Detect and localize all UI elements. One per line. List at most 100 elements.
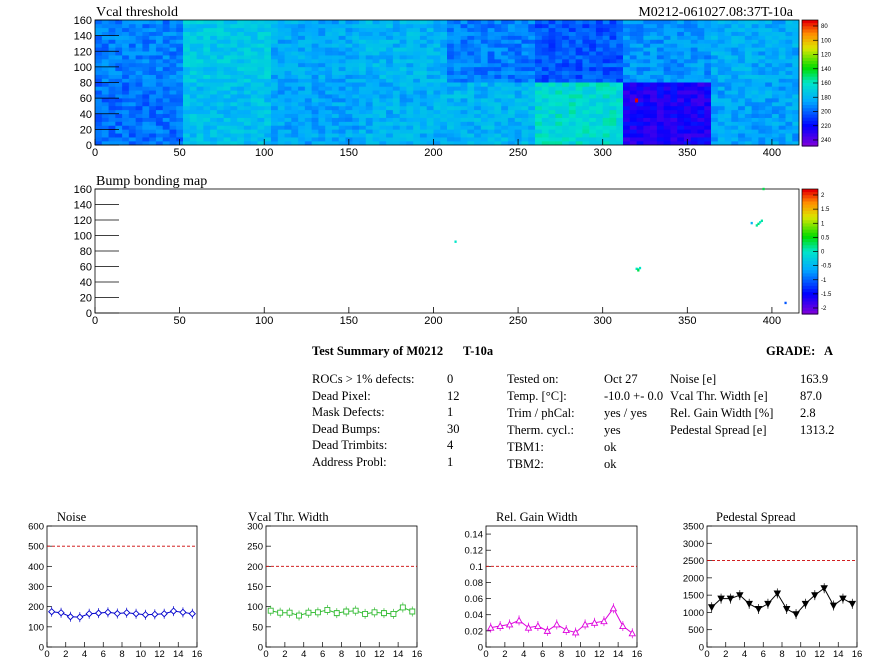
heatmap-cell	[338, 70, 346, 75]
heatmap-cell	[250, 82, 258, 87]
heatmap-cell	[711, 121, 719, 126]
heatmap-cell	[778, 78, 786, 83]
heatmap-cell	[216, 43, 224, 48]
bump-point	[762, 187, 765, 191]
heatmap-cell	[216, 129, 224, 134]
heatmap-cell	[738, 39, 746, 44]
heatmap-cell	[690, 55, 698, 60]
heatmap-cell	[183, 105, 191, 111]
heatmap-cell	[792, 90, 800, 95]
heatmap-cell	[487, 94, 495, 99]
heatmap-cell	[223, 43, 231, 48]
heatmap-cell	[237, 117, 245, 122]
heatmap-cell	[155, 23, 163, 29]
y-tick-label: 2500	[683, 556, 704, 567]
heatmap-cell	[210, 102, 218, 107]
heatmap-cell	[243, 62, 251, 68]
heatmap-cell	[535, 78, 543, 83]
heatmap-cell	[440, 109, 448, 115]
heatmap-cell	[575, 39, 583, 44]
heatmap-cell	[629, 117, 637, 122]
heatmap-cell	[724, 23, 732, 29]
heatmap-cell	[413, 133, 421, 138]
heatmap-cell	[528, 98, 536, 103]
heatmap-cell	[670, 133, 678, 138]
heatmap-cell	[325, 129, 333, 134]
heatmap-cell	[602, 47, 610, 52]
heatmap-cell	[744, 74, 752, 79]
heatmap-cell	[677, 39, 685, 44]
heatmap-cell	[318, 55, 326, 60]
heatmap-cell	[683, 82, 691, 87]
heatmap-cell	[535, 141, 543, 146]
heatmap-cell	[514, 133, 522, 138]
heatmap-cell	[155, 90, 163, 95]
heatmap-cell	[331, 94, 339, 99]
heatmap-cell	[501, 35, 509, 40]
heatmap-cell	[101, 125, 109, 130]
heatmap-cell	[372, 90, 380, 95]
heatmap-cell	[521, 121, 529, 126]
heatmap-cell	[359, 31, 367, 36]
heatmap-cell	[589, 39, 597, 44]
heatmap-cell	[521, 129, 529, 134]
heatmap-cell	[291, 82, 299, 87]
heatmap-cell	[284, 59, 292, 64]
heatmap-cell	[683, 23, 691, 29]
heatmap-cell	[264, 62, 272, 68]
data-point	[381, 610, 387, 617]
heatmap-cell	[298, 70, 306, 75]
heatmap-cell	[203, 70, 211, 75]
heatmap-cell	[555, 141, 563, 146]
heatmap-cell	[169, 39, 177, 44]
heatmap-cell	[643, 66, 651, 72]
heatmap-cell	[501, 23, 509, 29]
heatmap-cell	[169, 31, 177, 36]
heatmap-cell	[298, 74, 306, 79]
heatmap-cell	[325, 98, 333, 103]
heatmap-cell	[433, 137, 441, 142]
heatmap-cell	[677, 133, 685, 138]
heatmap-cell	[338, 66, 346, 72]
heatmap-cell	[697, 117, 705, 122]
heatmap-cell	[284, 94, 292, 99]
heatmap-cell	[663, 109, 671, 115]
heatmap-cell	[643, 55, 651, 60]
heatmap-cell	[562, 129, 570, 134]
heatmap-cell	[162, 43, 170, 48]
heatmap-cell	[183, 117, 191, 122]
heatmap-cell	[169, 113, 177, 118]
heatmap-cell	[731, 105, 739, 111]
heatmap-cell	[433, 70, 441, 75]
heatmap-cell	[169, 51, 177, 56]
heatmap-cell	[683, 113, 691, 118]
heatmap-cell	[298, 105, 306, 111]
heatmap-cell	[277, 23, 285, 29]
heatmap-cell	[507, 62, 515, 68]
heatmap-cell	[230, 105, 238, 111]
heatmap-cell	[474, 70, 482, 75]
heatmap-cell	[623, 121, 631, 126]
heatmap-cell	[447, 86, 455, 91]
heatmap-cell	[426, 109, 434, 115]
heatmap-cell	[717, 35, 725, 40]
heatmap-cell	[623, 105, 631, 111]
heatmap-cell	[744, 129, 752, 134]
heatmap-cell	[521, 74, 529, 79]
colorbar-segment	[802, 289, 818, 293]
heatmap-cell	[562, 70, 570, 75]
colorbar-segment	[802, 232, 818, 237]
heatmap-cell	[277, 66, 285, 72]
heatmap-cell	[413, 39, 421, 44]
heatmap-cell	[115, 70, 123, 75]
heatmap-cell	[663, 35, 671, 40]
heatmap-cell	[101, 47, 109, 52]
heatmap-cell	[453, 74, 461, 79]
heatmap-cell	[683, 125, 691, 130]
heatmap-cell	[352, 133, 360, 138]
heatmap-cell	[223, 31, 231, 36]
heatmap-cell	[352, 31, 360, 36]
heatmap-cell	[623, 117, 631, 122]
heatmap-cell	[101, 51, 109, 56]
heatmap-cell	[609, 129, 617, 134]
